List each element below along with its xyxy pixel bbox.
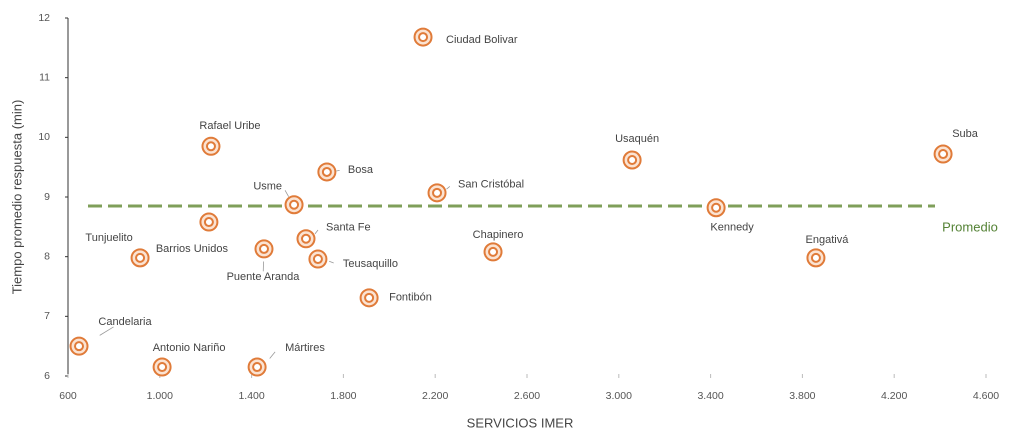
point: [359, 288, 379, 308]
x-tick-label: 3.000: [606, 390, 632, 402]
point: [706, 198, 726, 218]
point: [806, 248, 826, 268]
x-tick-label: 2.200: [422, 390, 448, 402]
point-label: Mártires: [285, 342, 325, 354]
y-tick-label: 9: [44, 191, 50, 203]
point: [933, 144, 953, 164]
x-tick-label: 1.800: [330, 390, 356, 402]
point-label: Barrios Unidos: [156, 243, 229, 255]
y-tick-label: 11: [39, 71, 50, 83]
x-tick-label: 3.800: [789, 390, 815, 402]
point-label: Santa Fe: [326, 222, 371, 234]
leader-line: [314, 229, 319, 235]
x-tick-label: 4.600: [973, 390, 999, 402]
point: [413, 27, 433, 47]
point: [622, 150, 642, 170]
point: [201, 136, 221, 156]
leader-line: [446, 186, 451, 190]
point-label: Candelaria: [98, 316, 152, 328]
point-label: San Cristóbal: [458, 179, 524, 191]
point: [317, 162, 337, 182]
point: [130, 248, 150, 268]
point-label: Antonio Nariño: [153, 342, 226, 354]
x-tick-label: 3.400: [697, 390, 723, 402]
point: [284, 195, 304, 215]
x-tick-label: 600: [59, 390, 77, 402]
average-label: Promedio: [942, 219, 998, 234]
point-label: Bosa: [348, 164, 374, 176]
point-label: Kennedy: [710, 222, 754, 234]
y-tick-label: 6: [44, 370, 50, 382]
y-tick-label: 8: [44, 250, 50, 262]
point-label: Suba: [952, 128, 979, 140]
point: [296, 229, 316, 249]
point-label: Usaquén: [615, 133, 659, 145]
point-label: Rafael Uribe: [199, 120, 260, 132]
x-tick-label: 2.600: [514, 390, 540, 402]
leader-line: [284, 190, 290, 197]
y-tick-label: 12: [38, 12, 50, 24]
point-label: Puente Aranda: [227, 271, 301, 283]
point-label: Usme: [253, 181, 282, 193]
point-label: Teusaquillo: [343, 258, 398, 270]
leader-line: [329, 260, 334, 264]
leader-line: [336, 169, 340, 172]
x-tick-label: 1.400: [238, 390, 264, 402]
y-axis-title: Tiempo promedio respuesta (min): [9, 100, 24, 295]
point-label: Ciudad Bolivar: [446, 34, 518, 46]
y-tick-label: 10: [38, 131, 50, 143]
point: [308, 249, 328, 269]
point-label: Tunjuelito: [85, 232, 132, 244]
x-tick-label: 4.200: [881, 390, 907, 402]
x-tick-label: 1.000: [147, 390, 173, 402]
point: [483, 242, 503, 262]
point-label: Engativá: [806, 234, 850, 246]
point: [254, 239, 274, 259]
point-label: Fontibón: [389, 292, 432, 304]
point-label: Chapinero: [473, 229, 524, 241]
point: [427, 183, 447, 203]
point: [69, 336, 89, 356]
point: [152, 357, 172, 377]
y-tick-label: 7: [44, 310, 50, 322]
leader-line: [269, 351, 276, 359]
point: [247, 357, 267, 377]
x-axis-title: SERVICIOS IMER: [467, 415, 574, 430]
point: [199, 212, 219, 232]
leader-line: [99, 326, 114, 336]
